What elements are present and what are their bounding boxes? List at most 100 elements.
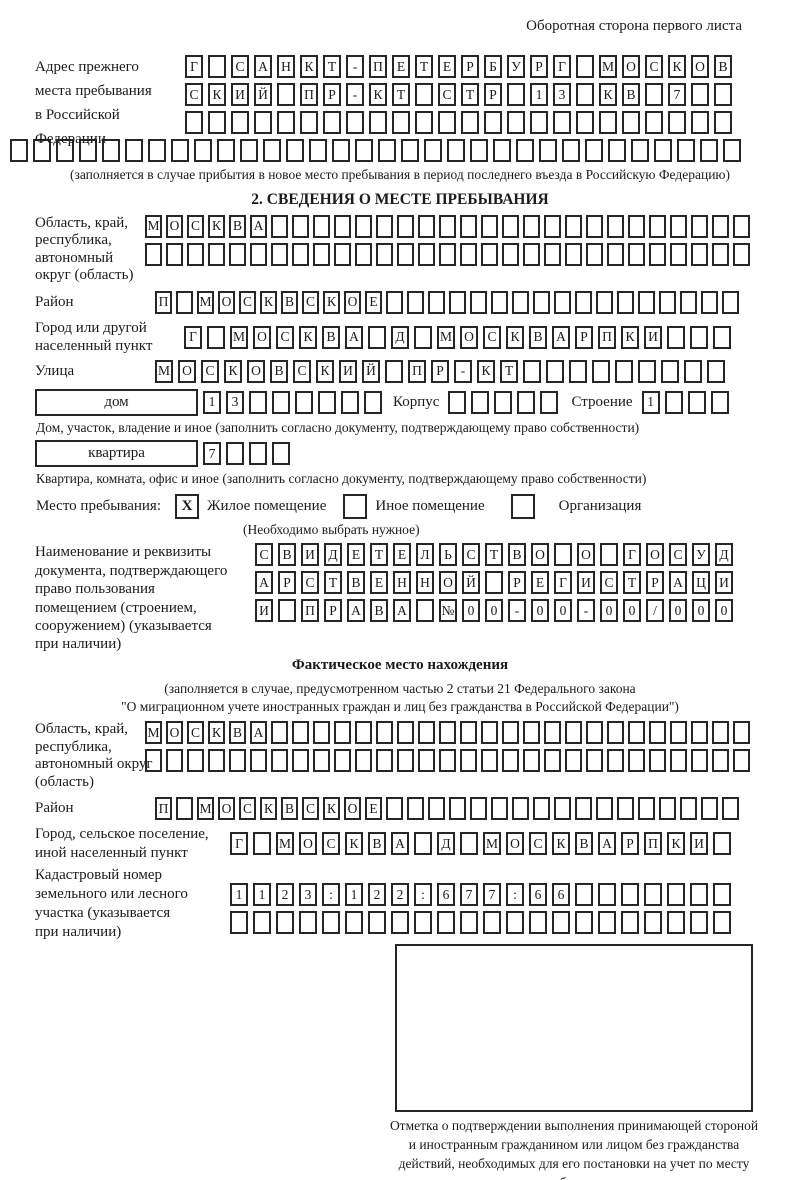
char-cell[interactable] <box>334 721 351 745</box>
char-cell[interactable] <box>485 571 503 595</box>
char-cell[interactable] <box>292 242 309 266</box>
char-cell[interactable] <box>194 139 212 162</box>
char-cell[interactable] <box>272 442 290 466</box>
char-cell[interactable] <box>208 242 225 266</box>
char-cell[interactable]: К <box>323 290 340 314</box>
char-cell[interactable] <box>710 390 729 414</box>
char-cell[interactable]: О <box>691 55 709 78</box>
char-cell[interactable] <box>714 83 732 106</box>
char-cell[interactable]: Т <box>392 83 410 106</box>
char-cell[interactable]: О <box>178 359 196 383</box>
char-cell[interactable] <box>700 139 718 162</box>
char-cell[interactable] <box>638 290 655 314</box>
char-cell[interactable] <box>712 214 729 238</box>
char-cell[interactable] <box>397 749 414 773</box>
char-cell[interactable]: С <box>322 832 340 856</box>
char-cell[interactable]: П <box>300 83 318 106</box>
char-cell[interactable]: У <box>507 55 525 78</box>
char-cell[interactable] <box>271 242 288 266</box>
char-cell[interactable] <box>292 721 309 745</box>
char-cell[interactable] <box>684 359 702 383</box>
char-cell[interactable] <box>598 883 616 907</box>
char-cell[interactable] <box>345 911 363 935</box>
char-cell[interactable]: С <box>187 721 204 745</box>
char-cell[interactable] <box>621 911 639 935</box>
char-cell[interactable]: Р <box>508 571 526 595</box>
char-cell[interactable]: С <box>255 543 273 567</box>
char-cell[interactable]: 0 <box>531 599 549 623</box>
char-cell[interactable]: В <box>714 55 732 78</box>
char-cell[interactable]: 1 <box>203 390 221 414</box>
char-cell[interactable] <box>712 721 729 745</box>
char-cell[interactable] <box>713 832 731 856</box>
char-cell[interactable]: И <box>690 832 708 856</box>
char-cell[interactable] <box>414 325 432 349</box>
char-cell[interactable] <box>449 797 466 821</box>
char-cell[interactable] <box>649 721 666 745</box>
char-cell[interactable]: В <box>322 325 340 349</box>
char-cell[interactable] <box>334 749 351 773</box>
char-cell[interactable]: В <box>529 325 547 349</box>
char-cell[interactable] <box>631 139 649 162</box>
char-cell[interactable]: О <box>622 55 640 78</box>
char-cell[interactable] <box>617 290 634 314</box>
char-cell[interactable]: Р <box>484 83 502 106</box>
char-cell[interactable] <box>644 911 662 935</box>
char-cell[interactable]: С <box>302 290 319 314</box>
char-cell[interactable] <box>667 883 685 907</box>
char-cell[interactable]: В <box>370 599 388 623</box>
char-cell[interactable] <box>217 139 235 162</box>
char-cell[interactable]: Л <box>416 543 434 567</box>
char-cell[interactable]: С <box>483 325 501 349</box>
char-cell[interactable] <box>418 214 435 238</box>
char-cell[interactable]: У <box>692 543 710 567</box>
char-cell[interactable] <box>670 214 687 238</box>
char-cell[interactable] <box>491 290 508 314</box>
char-cell[interactable] <box>386 290 403 314</box>
char-cell[interactable] <box>418 721 435 745</box>
char-cell[interactable]: 0 <box>715 599 733 623</box>
char-cell[interactable] <box>460 832 478 856</box>
char-cell[interactable]: О <box>344 290 361 314</box>
char-cell[interactable] <box>502 749 519 773</box>
doc-row-3[interactable]: И П Р А В А № 0 0-0 0-0 0/0 0 0 <box>255 599 800 623</box>
char-cell[interactable] <box>208 749 225 773</box>
char-cell[interactable] <box>397 214 414 238</box>
char-cell[interactable] <box>254 111 272 134</box>
char-cell[interactable] <box>470 290 487 314</box>
char-cell[interactable]: Г <box>623 543 641 567</box>
char-cell[interactable] <box>176 290 193 314</box>
char-cell[interactable]: С <box>529 832 547 856</box>
char-cell[interactable]: Т <box>500 359 518 383</box>
char-cell[interactable] <box>507 111 525 134</box>
char-cell[interactable] <box>533 290 550 314</box>
char-cell[interactable] <box>145 242 162 266</box>
char-cell[interactable]: О <box>531 543 549 567</box>
char-cell[interactable] <box>690 325 708 349</box>
char-cell[interactable]: Р <box>324 599 342 623</box>
char-cell[interactable] <box>576 83 594 106</box>
char-cell[interactable] <box>553 111 571 134</box>
char-cell[interactable] <box>447 139 465 162</box>
char-cell[interactable] <box>544 214 561 238</box>
char-cell[interactable]: В <box>278 543 296 567</box>
char-cell[interactable]: А <box>598 832 616 856</box>
char-cell[interactable] <box>33 139 51 162</box>
char-cell[interactable] <box>414 832 432 856</box>
char-cell[interactable]: И <box>255 599 273 623</box>
char-cell[interactable]: М <box>197 797 214 821</box>
char-cell[interactable]: Е <box>393 543 411 567</box>
char-cell[interactable] <box>544 721 561 745</box>
char-cell[interactable] <box>645 111 663 134</box>
char-cell[interactable] <box>644 883 662 907</box>
char-cell[interactable] <box>240 139 258 162</box>
char-cell[interactable] <box>226 442 244 466</box>
char-cell[interactable]: Н <box>416 571 434 595</box>
char-cell[interactable]: 2 <box>368 883 386 907</box>
char-cell[interactable]: 0 <box>462 599 480 623</box>
char-cell[interactable] <box>554 290 571 314</box>
char-cell[interactable]: 1 <box>641 390 660 414</box>
char-cell[interactable] <box>667 325 685 349</box>
char-cell[interactable] <box>208 55 226 78</box>
